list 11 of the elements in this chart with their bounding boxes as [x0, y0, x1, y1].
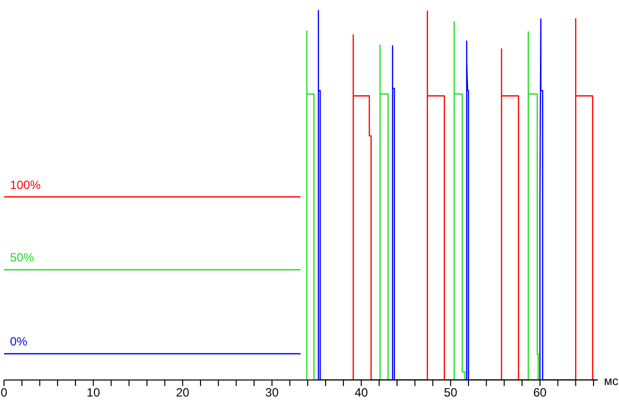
x-tick-label: 30 [265, 386, 279, 400]
x-tick-label: 50 [444, 386, 458, 400]
series-label: 50% [10, 250, 34, 265]
x-axis-title: мс [604, 374, 618, 388]
x-tick-label: 0 [0, 386, 8, 400]
series-label: 100% [10, 178, 42, 192]
x-tick-label: 40 [354, 386, 368, 400]
series-label: 0% [10, 334, 28, 349]
x-tick-label: 20 [176, 386, 190, 400]
x-tick-label: 10 [86, 386, 100, 400]
x-tick-label: 60 [533, 386, 547, 400]
